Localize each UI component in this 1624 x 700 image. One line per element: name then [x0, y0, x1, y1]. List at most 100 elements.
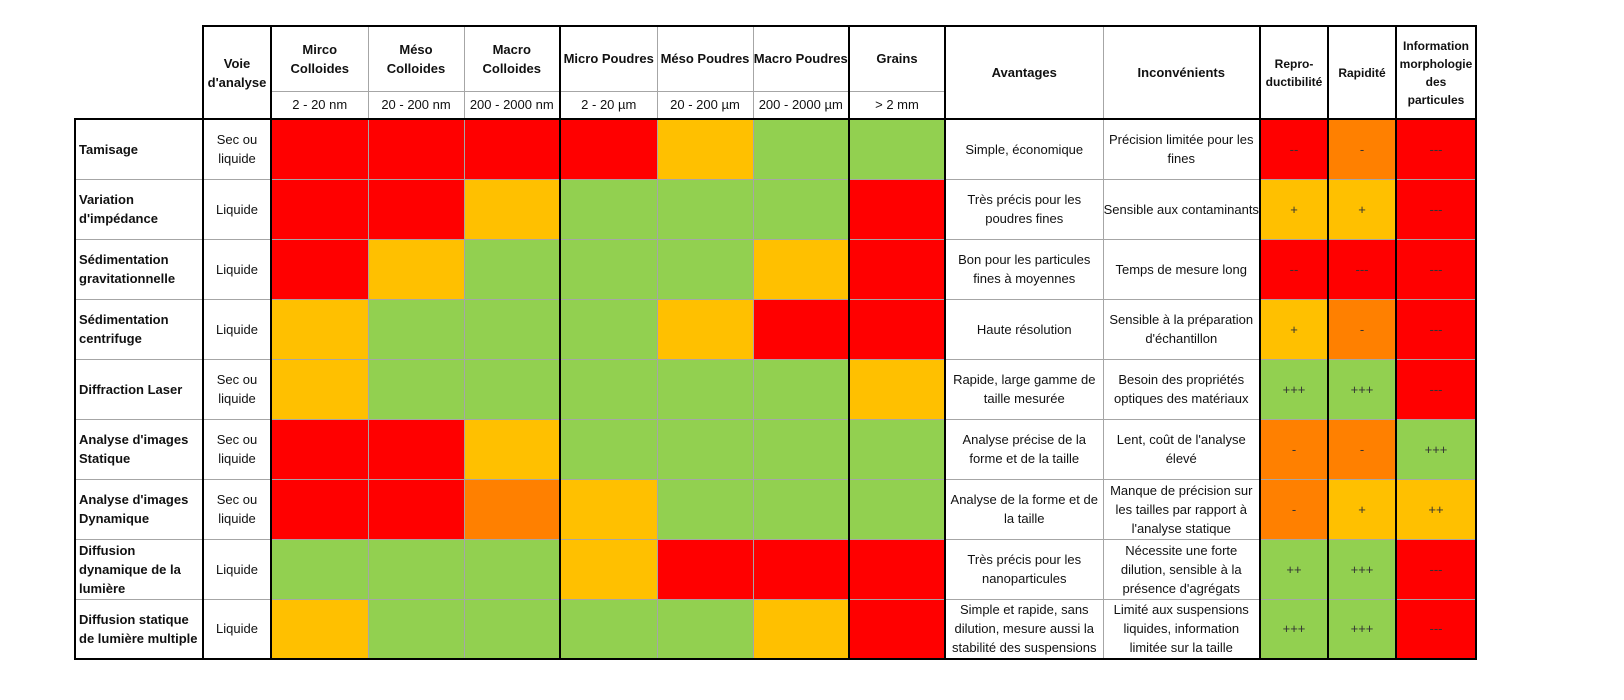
size-suitability-cell: [270, 538, 369, 600]
size-suitability-cell: [463, 598, 561, 660]
morpho-score: ---: [1395, 118, 1477, 180]
rapidite-score: +++: [1327, 598, 1397, 660]
rapidite-score: +: [1327, 178, 1397, 240]
size-suitability-cell: [752, 298, 850, 360]
header-size-range: 200 - 2000 nm: [463, 90, 561, 120]
size-suitability-cell: [270, 598, 369, 660]
voie-cell: Sec ou liquide: [202, 478, 272, 540]
header-size-name: Micro Poudres: [559, 25, 658, 92]
table-row: Variation d'impédance Liquide Très précis …: [74, 178, 1477, 240]
morpho-score: +++: [1395, 418, 1477, 480]
voie-cell: Liquide: [202, 298, 272, 360]
method-name: Sédimentation gravitationnelle: [74, 238, 204, 300]
table-row: Sédimentation gravitationnelle Liquide Bon…: [74, 238, 1477, 300]
method-name: Diffusion statique de lumière multiple: [74, 598, 204, 660]
size-suitability-cell: [752, 238, 850, 300]
size-suitability-cell: [559, 538, 658, 600]
size-suitability-cell: [656, 358, 754, 420]
header-voie: Voie d'analyse: [202, 25, 272, 120]
table-row: Sédimentation centrifuge Liquide Haute rés…: [74, 298, 1477, 360]
header-inconvenients: Inconvénients: [1102, 25, 1261, 120]
size-suitability-cell: [752, 538, 850, 600]
size-suitability-cell: [270, 298, 369, 360]
avantages-cell: Analyse de la forme et de la taille: [944, 478, 1104, 540]
header-size-range: > 2 mm: [848, 90, 946, 120]
size-suitability-cell: [367, 238, 465, 300]
header-rapidite: Rapidité: [1327, 25, 1397, 120]
table-row: Analyse d'images Statique Sec ou liquide A…: [74, 418, 1477, 480]
header-size-range: 2 - 20 µm: [559, 90, 658, 120]
avantages-cell: Simple, économique: [944, 118, 1104, 180]
size-suitability-cell: [752, 118, 850, 180]
voie-cell: Sec ou liquide: [202, 118, 272, 180]
size-suitability-cell: [367, 298, 465, 360]
corner-blank: [75, 26, 203, 119]
header-size-range: 200 - 2000 µm: [752, 90, 850, 120]
size-suitability-cell: [463, 478, 561, 540]
size-suitability-cell: [656, 538, 754, 600]
size-suitability-cell: [559, 418, 658, 480]
size-suitability-cell: [367, 358, 465, 420]
size-suitability-cell: [270, 238, 369, 300]
header-size-range: 2 - 20 nm: [270, 90, 369, 120]
size-suitability-cell: [270, 418, 369, 480]
method-name: Analyse d'images Dynamique: [74, 478, 204, 540]
method-name: Tamisage: [74, 118, 204, 180]
inconvenients-cell: Manque de précision sur les tailles par …: [1102, 478, 1261, 540]
size-suitability-cell: [367, 418, 465, 480]
size-suitability-cell: [656, 478, 754, 540]
size-suitability-cell: [656, 418, 754, 480]
size-suitability-cell: [559, 598, 658, 660]
size-suitability-cell: [848, 358, 946, 420]
voie-cell: Sec ou liquide: [202, 358, 272, 420]
morpho-score: ---: [1395, 298, 1477, 360]
table-row: Diffusion dynamique de la lumière Liquide…: [74, 538, 1477, 600]
voie-cell: Sec ou liquide: [202, 418, 272, 480]
inconvenients-cell: Nécessite une forte dilution, sensible à…: [1102, 538, 1261, 600]
header-avantages: Avantages: [944, 25, 1104, 120]
morpho-score: ---: [1395, 538, 1477, 600]
avantages-cell: Rapide, large gamme de taille mesurée: [944, 358, 1104, 420]
size-suitability-cell: [367, 478, 465, 540]
inconvenients-cell: Lent, coût de l'analyse élevé: [1102, 418, 1261, 480]
size-suitability-cell: [848, 598, 946, 660]
size-suitability-cell: [270, 118, 369, 180]
rapidite-score: ---: [1327, 238, 1397, 300]
avantages-cell: Analyse précise de la forme et de la tai…: [944, 418, 1104, 480]
table-body: Tamisage Sec ou liquide Simple, économique…: [74, 118, 1477, 660]
size-suitability-cell: [559, 178, 658, 240]
size-suitability-cell: [463, 298, 561, 360]
repro-score: +: [1259, 298, 1329, 360]
header-size-range: 20 - 200 nm: [367, 90, 465, 120]
method-name: Analyse d'images Statique: [74, 418, 204, 480]
morpho-score: ++: [1395, 478, 1477, 540]
size-suitability-cell: [752, 418, 850, 480]
repro-score: +: [1259, 178, 1329, 240]
rapidite-score: +++: [1327, 358, 1397, 420]
table-row: Diffraction Laser Sec ou liquide Rapide, l…: [74, 358, 1477, 420]
repro-score: --: [1259, 118, 1329, 180]
avantages-cell: Bon pour les particules fines à moyennes: [944, 238, 1104, 300]
size-suitability-cell: [463, 358, 561, 420]
size-suitability-cell: [559, 118, 658, 180]
method-name: Variation d'impédance: [74, 178, 204, 240]
size-suitability-cell: [752, 598, 850, 660]
size-suitability-cell: [367, 538, 465, 600]
size-suitability-cell: [848, 418, 946, 480]
size-suitability-cell: [559, 478, 658, 540]
size-suitability-cell: [848, 118, 946, 180]
repro-score: -: [1259, 418, 1329, 480]
size-suitability-cell: [752, 358, 850, 420]
inconvenients-cell: Temps de mesure long: [1102, 238, 1261, 300]
method-name: Diffusion dynamique de la lumière: [74, 538, 204, 600]
size-suitability-cell: [848, 298, 946, 360]
morpho-score: ---: [1395, 238, 1477, 300]
size-suitability-cell: [367, 118, 465, 180]
size-suitability-cell: [848, 178, 946, 240]
header-morpho: Information morphologie des particules: [1395, 25, 1477, 120]
voie-cell: Liquide: [202, 598, 272, 660]
size-suitability-cell: [848, 538, 946, 600]
size-suitability-cell: [367, 598, 465, 660]
repro-score: +++: [1259, 358, 1329, 420]
voie-cell: Liquide: [202, 238, 272, 300]
